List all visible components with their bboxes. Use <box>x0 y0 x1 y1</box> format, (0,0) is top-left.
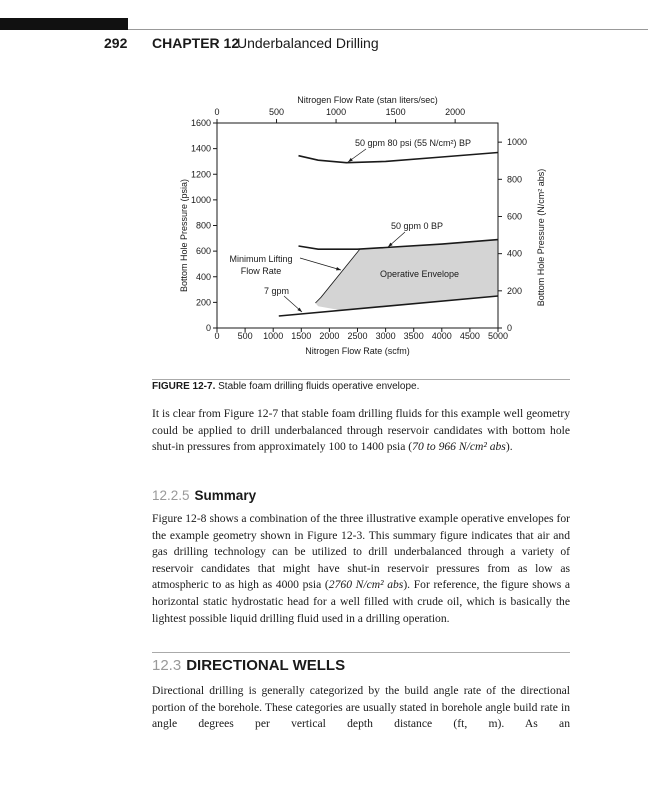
x2-tick-label: 0 <box>214 107 219 117</box>
annotation: 50 gpm 0 BP <box>391 221 443 231</box>
x-tick-label: 5000 <box>488 331 508 341</box>
y-tick-label: 800 <box>196 221 211 231</box>
x-tick-label: 2000 <box>319 331 339 341</box>
text: 70 to 966 N/cm² abs <box>412 440 506 454</box>
pointer-head <box>297 307 302 312</box>
x-axis-label: Nitrogen Flow Rate (scfm) <box>305 346 410 356</box>
y2-tick-label: 600 <box>507 211 522 221</box>
chapter-title: Underbalanced Drilling <box>237 35 379 51</box>
caption: FIGURE 12-7. Stable foam drilling fluids… <box>152 381 419 392</box>
x2-tick-label: 500 <box>269 107 284 117</box>
x-tick-label: 1000 <box>263 331 283 341</box>
section-number: 12.2.5 <box>152 488 190 503</box>
y-axis-label: Bottom Hole Pressure (psia) <box>179 179 189 292</box>
header-bar <box>0 18 128 30</box>
envelope-area <box>315 239 498 311</box>
y2-tick-label: 800 <box>507 174 522 184</box>
pointer-head <box>348 157 353 162</box>
paragraph: Directional drilling is generally catego… <box>152 683 570 733</box>
curve <box>315 248 361 304</box>
caption-rule <box>152 379 570 380</box>
x2-tick-label: 1000 <box>326 107 346 117</box>
chart: 0 500 1000 1500 2000 2500 3000 3500 4000 4500 5000… <box>179 95 546 356</box>
text: ). For reference, the figure shows a hor… <box>152 578 570 625</box>
x2-tick-label: 2000 <box>445 107 465 117</box>
y-tick-label: 200 <box>196 297 211 307</box>
pointer-head <box>336 267 341 271</box>
pointer <box>299 257 342 271</box>
y2-tick-label: 1000 <box>507 137 527 147</box>
annotation: 50 gpm 80 psi (55 N/cm²) BP <box>355 138 471 148</box>
annotation: Operative Envelope <box>380 269 459 279</box>
y-tick-label: 1600 <box>191 118 211 128</box>
curve <box>298 151 499 164</box>
y2-axis-label: Bottom Hole Pressure (N/cm² abs) <box>536 169 546 307</box>
header-rule <box>128 29 648 30</box>
pointer-head <box>388 242 393 247</box>
section-heading: 12.2.5 Summary <box>152 488 256 503</box>
chapter-label: CHAPTER 12 <box>152 35 240 51</box>
paragraph: Figure 12-8 shows a combination of the t… <box>152 511 570 627</box>
text: 2760 N/cm² abs <box>328 578 404 592</box>
annotation: Minimum Lifting Flow Rate <box>229 254 293 276</box>
x-tick-label: 500 <box>238 331 253 341</box>
annotation: 7 gpm <box>264 286 289 296</box>
x2-axis-label: Nitrogen Flow Rate (stan liters/sec) <box>297 95 438 105</box>
section-heading: 12.3 DIRECTIONAL WELLS <box>152 657 345 674</box>
y-tick-label: 1000 <box>191 195 211 205</box>
x-tick-label: 3000 <box>376 331 396 341</box>
text: ). <box>505 440 513 454</box>
caption-label: FIGURE 12-7. <box>152 381 216 392</box>
y2-tick-label: 0 <box>507 323 512 333</box>
x-tick-label: 1500 <box>291 331 311 341</box>
x-tick-label: 0 <box>214 331 219 341</box>
y-tick-label: 0 <box>206 323 211 333</box>
y-tick-label: 1200 <box>191 169 211 179</box>
x-tick-label: 2500 <box>347 331 367 341</box>
section-rule <box>152 652 570 653</box>
y2-tick-label: 400 <box>507 249 522 259</box>
curve <box>298 238 499 250</box>
section-title: Summary <box>194 488 257 503</box>
text: Directional drilling is generally catego… <box>152 684 570 731</box>
x2-tick-label: 1500 <box>386 107 406 117</box>
page-number: 292 <box>104 35 128 51</box>
x-tick-label: 4500 <box>460 331 480 341</box>
curve <box>278 295 499 317</box>
y-tick-label: 1400 <box>191 144 211 154</box>
text: It is clear from Figure 12-7 that stable… <box>152 407 570 454</box>
y-tick-label: 400 <box>196 272 211 282</box>
caption-text: Stable foam drilling fluids operative en… <box>218 381 420 392</box>
y-tick-label: 600 <box>196 246 211 256</box>
y2-tick-label: 200 <box>507 286 522 296</box>
section-title: DIRECTIONAL WELLS <box>186 657 346 674</box>
paragraph: It is clear from Figure 12-7 that stable… <box>152 406 570 456</box>
section-number: 12.3 <box>152 657 182 674</box>
x-tick-label: 3500 <box>404 331 424 341</box>
x-tick-label: 4000 <box>432 331 452 341</box>
text: Figure 12-8 shows a combination of the t… <box>152 512 570 592</box>
